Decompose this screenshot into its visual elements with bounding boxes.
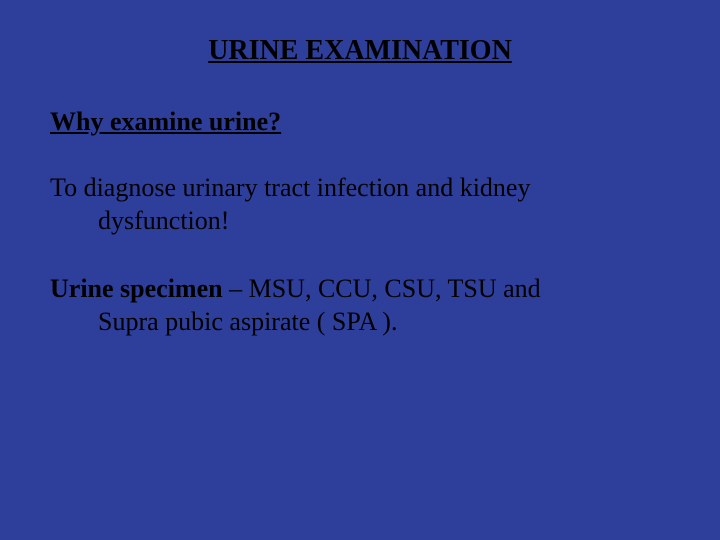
slide-container: URINE EXAMINATION Why examine urine? To …	[0, 0, 720, 540]
body-line-2: dysfunction!	[50, 205, 670, 238]
slide-title: URINE EXAMINATION	[150, 35, 570, 67]
specimen-rest-1: – MSU, CCU, CSU, TSU and	[223, 274, 541, 303]
slide-subheading: Why examine urine?	[50, 107, 670, 137]
body-line-1: To diagnose urinary tract infection and …	[50, 173, 530, 202]
specimen-paragraph: Urine specimen – MSU, CCU, CSU, TSU and …	[50, 272, 670, 339]
specimen-label: Urine specimen	[50, 274, 223, 303]
specimen-rest-2: Supra pubic aspirate ( SPA ).	[50, 305, 670, 338]
body-paragraph: To diagnose urinary tract infection and …	[50, 172, 670, 237]
